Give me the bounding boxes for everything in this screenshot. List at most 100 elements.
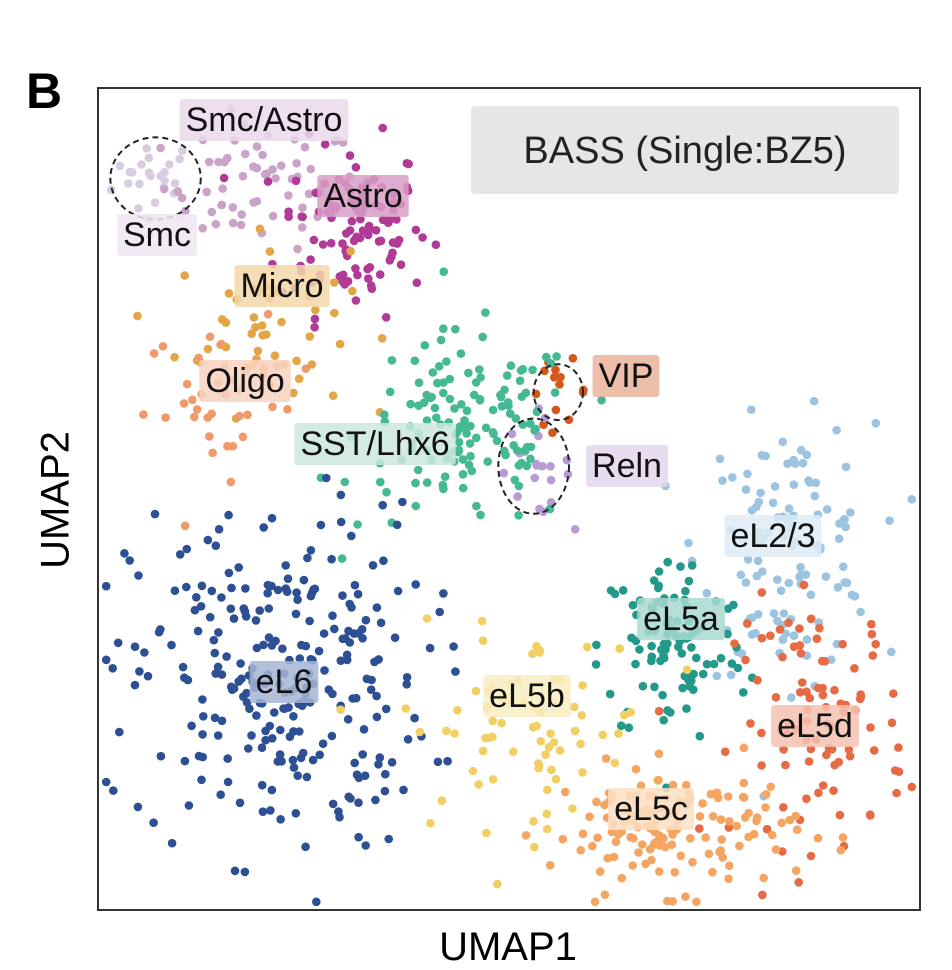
- point-sst-lhx6: [512, 446, 522, 455]
- point-el5d: [856, 693, 866, 702]
- point-sst-lhx6: [510, 475, 520, 485]
- point-el5c: [692, 897, 701, 907]
- point-astro: [309, 235, 319, 245]
- cluster-label-el5b: eL5b: [483, 675, 571, 717]
- point-el2-3: [856, 607, 865, 617]
- point-sst-lhx6: [478, 332, 488, 342]
- point-el5c: [578, 829, 588, 839]
- point-sst-lhx6: [514, 481, 524, 491]
- point-el6: [217, 716, 227, 726]
- point-el6: [378, 500, 388, 510]
- point-el6: [352, 770, 362, 779]
- point-vip: [549, 373, 559, 382]
- point-el6: [150, 509, 160, 519]
- point-smc-astro: [252, 163, 262, 173]
- point-el6: [247, 731, 256, 740]
- point-el6: [240, 867, 250, 877]
- point-el6: [353, 589, 363, 599]
- point-el6: [222, 652, 231, 661]
- point-el6: [270, 708, 279, 717]
- point-el2-3: [802, 635, 812, 644]
- point-el5d: [799, 580, 809, 590]
- point-vip: [568, 354, 578, 363]
- cluster-label-el5d: eL5d: [771, 705, 859, 747]
- point-el5d: [829, 786, 838, 795]
- point-el2-3: [768, 498, 778, 508]
- point-el6: [336, 517, 346, 527]
- cluster-label-text: Smc/Astro: [186, 101, 343, 139]
- point-el5d: [795, 624, 804, 633]
- point-astro: [385, 215, 395, 224]
- point-el6: [223, 754, 232, 763]
- cluster-label-bg: [234, 265, 330, 307]
- point-el6: [439, 589, 448, 598]
- plot-frame: [97, 87, 921, 911]
- point-el5d: [871, 639, 880, 649]
- point-astro: [351, 296, 361, 305]
- panel-letter: B: [26, 63, 63, 119]
- cluster-label-bg: [179, 99, 349, 141]
- point-smc-astro: [228, 218, 238, 228]
- point-el5d: [894, 743, 903, 752]
- point-el5d: [830, 685, 839, 695]
- point-astro: [374, 237, 384, 246]
- point-sst-lhx6: [414, 378, 424, 388]
- point-micro: [133, 311, 142, 321]
- point-el6: [308, 755, 318, 765]
- point-el5a: [739, 688, 748, 697]
- point-el5d: [757, 728, 766, 738]
- point-el5c: [695, 812, 705, 821]
- point-el5c: [771, 845, 781, 854]
- point-smc: [160, 167, 169, 177]
- point-el5d: [865, 810, 875, 819]
- point-el5c: [668, 897, 678, 906]
- point-el5b: [541, 750, 550, 759]
- point-sst-lhx6: [465, 439, 475, 448]
- point-el5d: [868, 651, 878, 660]
- point-el6: [368, 561, 378, 570]
- point-sst-lhx6: [506, 361, 516, 371]
- point-el6: [229, 684, 239, 693]
- point-el6: [371, 795, 380, 805]
- point-el5c: [592, 797, 601, 807]
- point-el5b: [578, 768, 587, 777]
- point-reln: [513, 492, 522, 501]
- point-sst-lhx6: [439, 484, 448, 494]
- point-el5b: [529, 816, 538, 826]
- point-sst-lhx6: [500, 385, 509, 395]
- point-el6: [316, 520, 326, 530]
- point-micro: [328, 391, 338, 401]
- point-el5d: [753, 675, 762, 685]
- point-el6: [101, 655, 111, 665]
- point-oligo: [205, 432, 214, 441]
- point-sst-lhx6: [466, 451, 475, 461]
- point-astro: [310, 314, 320, 324]
- point-astro: [396, 260, 406, 270]
- point-micro: [277, 317, 286, 327]
- point-el6: [393, 586, 403, 596]
- point-el5b: [474, 780, 483, 789]
- point-el5b: [598, 730, 608, 740]
- cluster-label-text: eL5d: [777, 707, 853, 745]
- point-vip: [551, 405, 561, 415]
- point-smc-astro: [202, 187, 211, 197]
- point-smc: [115, 161, 125, 171]
- point-astro: [320, 140, 330, 149]
- point-el6: [358, 750, 368, 759]
- point-el6: [319, 629, 329, 638]
- point-el6: [384, 834, 394, 844]
- point-smc-astro: [268, 211, 278, 221]
- point-astro: [356, 214, 365, 224]
- point-el6: [175, 550, 185, 559]
- point-el5d: [775, 625, 785, 634]
- point-smc-astro: [297, 223, 307, 232]
- point-el5a: [663, 557, 672, 567]
- point-el6: [226, 604, 236, 613]
- point-el5a: [653, 583, 663, 593]
- point-micro: [294, 374, 304, 384]
- point-sst-lhx6: [505, 409, 515, 418]
- point-el5d: [835, 810, 845, 820]
- point-oligo: [207, 409, 216, 419]
- cluster-label-text: eL2/3: [730, 517, 815, 555]
- point-el6: [374, 760, 383, 769]
